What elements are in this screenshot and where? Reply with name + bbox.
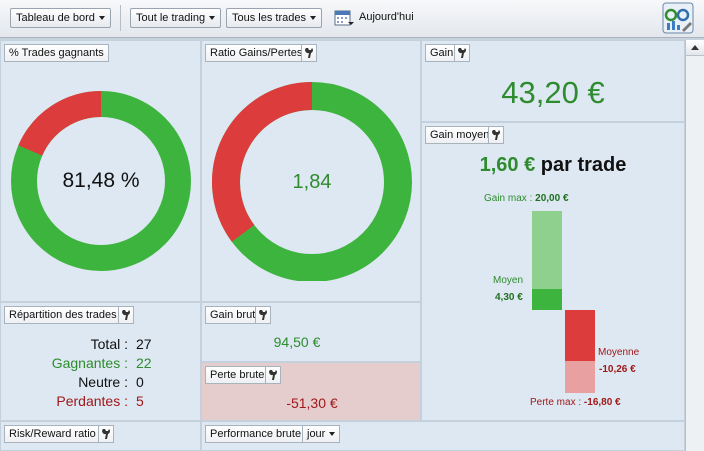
distribution-list: Total : 27 Gagnantes : 22 Neutre : 0 Per…: [1, 335, 200, 411]
average-loss-label: Moyenne: [598, 347, 640, 358]
wrench-icon: [259, 310, 267, 320]
distribution-label: Total :: [90, 336, 128, 352]
gross-loss-value: -51,30 €: [286, 395, 338, 411]
donut-loss-segment: [212, 82, 313, 242]
gain-loss-ratio-value: 1,84: [292, 171, 332, 193]
average-loss-amount: -10,26 €: [599, 364, 636, 375]
gain-panel: Gain 43,20 €: [421, 40, 685, 122]
distribution-label: Perdantes :: [56, 393, 128, 409]
max-gain-value: 20,00 €: [535, 193, 569, 204]
panel-title: Performance brute: [205, 425, 307, 443]
distribution-row: Total : 27: [1, 335, 200, 354]
dashboard-dropdown[interactable]: Tableau de bord: [10, 8, 111, 28]
distribution-label: Neutre :: [78, 374, 128, 390]
average-gain-bar: [532, 288, 562, 310]
toolbar: Tableau de bord Tout le trading Tous les…: [0, 0, 704, 38]
average-gain-panel: Gain moyen 1,60 € par trade Gain max : 2…: [421, 122, 685, 421]
max-gain-label: Gain max :: [484, 193, 533, 204]
average-gain-value: 1,60 €: [479, 154, 536, 176]
period-dropdown[interactable]: jour: [302, 425, 341, 443]
vertical-scrollbar[interactable]: [685, 40, 704, 451]
win-rate-donut: [11, 91, 191, 271]
panel-title: Gain moyen: [425, 126, 495, 144]
panel-title: Risk/Reward ratio: [4, 425, 101, 443]
wrench-icon: [458, 48, 466, 58]
period-dropdown-label: jour: [307, 428, 326, 440]
trade-distribution-panel: Répartition des trades Total : 27 Gagnan…: [0, 302, 201, 421]
today-label[interactable]: Aujourd'hui: [359, 11, 414, 23]
distribution-value: 5: [136, 393, 144, 409]
panel-title: Gain: [425, 44, 459, 62]
gross-performance-panel: Performance brute jour: [201, 421, 685, 451]
panel-title: Gain brut: [205, 306, 261, 324]
gross-gain-panel: Gain brut 94,50 €: [201, 302, 421, 362]
settings-wrench-button[interactable]: [118, 306, 134, 324]
average-loss-bar: [565, 310, 595, 361]
distribution-value: 0: [136, 374, 144, 390]
calendar-icon[interactable]: [334, 9, 354, 27]
distribution-row: Neutre : 0: [1, 373, 200, 392]
chevron-down-icon: [329, 432, 336, 437]
dashboard-settings-icon[interactable]: [662, 2, 694, 34]
gain-loss-ratio-panel: Ratio Gains/Pertes 1,84: [201, 40, 421, 302]
gain-value: 43,20 €: [501, 75, 605, 110]
win-rate-panel: % Trades gagnants 81,48 %: [0, 40, 201, 302]
settings-wrench-button[interactable]: [98, 425, 114, 443]
per-trade-label: par trade: [540, 154, 627, 176]
gain-loss-ratio-donut: [212, 82, 412, 281]
wrench-icon: [122, 310, 130, 320]
wrench-icon: [492, 130, 500, 140]
settings-wrench-button[interactable]: [488, 126, 504, 144]
max-loss-value: -16,80 €: [583, 397, 621, 408]
scroll-up-arrow-icon[interactable]: [686, 40, 704, 56]
panel-title: Perte brute: [205, 366, 270, 384]
wrench-icon: [269, 370, 277, 380]
distribution-row: Gagnantes : 22: [1, 354, 200, 373]
max-gain-annotation: Gain max : 20,00 €: [484, 193, 604, 204]
risk-reward-panel: Risk/Reward ratio: [0, 421, 201, 451]
win-rate-value: 81,48 %: [62, 169, 140, 192]
trading-filter-dropdown[interactable]: Tout le trading: [130, 8, 222, 28]
chevron-down-icon: [309, 16, 316, 21]
settings-wrench-button[interactable]: [265, 366, 281, 384]
distribution-label: Gagnantes :: [51, 355, 128, 371]
chevron-down-icon: [209, 16, 216, 21]
settings-wrench-button[interactable]: [454, 44, 470, 62]
gross-loss-panel: Perte brute -51,30 €: [201, 362, 421, 421]
average-gain-amount: 4,30 €: [495, 292, 523, 303]
wrench-icon: [305, 48, 313, 58]
panel-title: % Trades gagnants: [4, 44, 109, 62]
settings-wrench-button[interactable]: [301, 44, 317, 62]
distribution-row: Perdantes : 5: [1, 392, 200, 411]
trades-filter-label: Tous les trades: [232, 12, 306, 24]
trading-filter-label: Tout le trading: [136, 12, 206, 24]
trades-filter-dropdown[interactable]: Tous les trades: [226, 8, 322, 28]
chevron-down-icon: [98, 16, 105, 21]
dashboard-dropdown-label: Tableau de bord: [16, 12, 95, 24]
panel-title: Ratio Gains/Pertes: [205, 44, 308, 62]
gross-gain-value: 94,50 €: [273, 334, 321, 350]
max-loss-annotation: Perte max : -16,80 €: [530, 397, 660, 408]
average-gain-headline: 1,60 € par trade: [422, 154, 684, 177]
distribution-value: 22: [136, 355, 152, 371]
wrench-icon: [102, 429, 110, 439]
distribution-value: 27: [136, 336, 152, 352]
settings-wrench-button[interactable]: [255, 306, 271, 324]
panel-title: Répartition des trades: [4, 306, 122, 324]
max-loss-label: Perte max :: [530, 397, 582, 408]
donut-loss-segment: [18, 91, 102, 157]
toolbar-separator: [120, 5, 121, 31]
average-gain-label: Moyen: [493, 275, 524, 286]
